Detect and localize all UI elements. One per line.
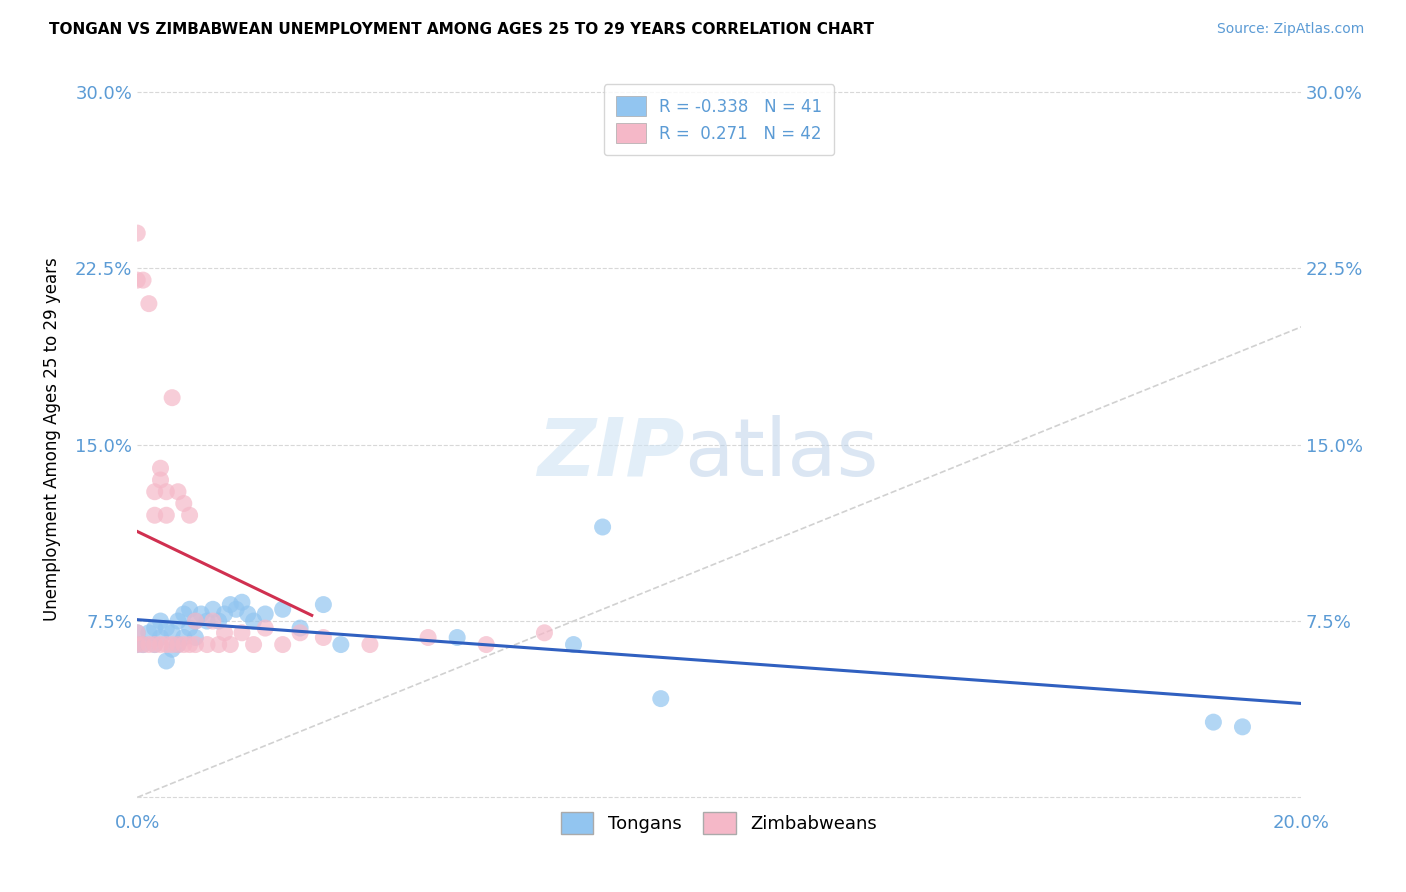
Point (214, 607, 236, 621)
Point (236, 607, 259, 621)
Point (225, 602, 247, 616)
Point (132, 273, 155, 287)
Point (143, 638, 166, 652)
Point (173, 496, 195, 510)
Point (155, 621, 177, 635)
Point (184, 631, 207, 645)
Point (160, 638, 183, 652)
Point (416, 631, 439, 645)
Point (231, 595, 253, 609)
Point (195, 638, 218, 652)
Point (149, 631, 172, 645)
Point (312, 598, 335, 612)
Point (219, 638, 242, 652)
Point (242, 614, 264, 628)
Point (359, 638, 381, 652)
Point (329, 638, 352, 652)
Point (155, 508, 177, 523)
Point (562, 638, 585, 652)
Point (127, 638, 149, 652)
Point (155, 484, 177, 499)
Point (533, 625, 555, 640)
Point (208, 638, 231, 652)
Point (179, 602, 201, 616)
Point (179, 508, 201, 523)
Point (149, 638, 172, 652)
Point (214, 625, 236, 640)
Point (184, 614, 207, 628)
Point (254, 621, 277, 635)
Y-axis label: Unemployment Among Ages 25 to 29 years: Unemployment Among Ages 25 to 29 years (44, 257, 60, 621)
Point (160, 642, 183, 657)
Point (271, 638, 294, 652)
Point (173, 638, 195, 652)
Point (127, 625, 149, 640)
Point (138, 296, 160, 310)
Point (179, 638, 201, 652)
Point (190, 607, 212, 621)
Point (143, 621, 166, 635)
Text: ZIP: ZIP (537, 415, 685, 492)
Point (208, 614, 231, 628)
Point (149, 473, 172, 487)
Point (127, 273, 149, 287)
Point (475, 638, 498, 652)
Point (201, 614, 224, 628)
Point (179, 621, 201, 635)
Point (184, 614, 207, 628)
Point (173, 631, 195, 645)
Point (195, 614, 218, 628)
Legend: Tongans, Zimbabweans: Tongans, Zimbabweans (550, 801, 887, 845)
Point (219, 598, 242, 612)
Point (231, 625, 253, 640)
Point (1202, 715, 1225, 730)
Point (288, 625, 311, 640)
Point (167, 614, 190, 628)
Text: Source: ZipAtlas.com: Source: ZipAtlas.com (1216, 22, 1364, 37)
Point (254, 607, 277, 621)
Point (167, 484, 190, 499)
Point (127, 625, 149, 640)
Point (143, 484, 166, 499)
Point (160, 625, 183, 640)
Point (160, 391, 183, 405)
Point (155, 638, 177, 652)
Text: TONGAN VS ZIMBABWEAN UNEMPLOYMENT AMONG AGES 25 TO 29 YEARS CORRELATION CHART: TONGAN VS ZIMBABWEAN UNEMPLOYMENT AMONG … (49, 22, 875, 37)
Point (173, 607, 195, 621)
Point (127, 638, 149, 652)
Point (155, 654, 177, 668)
Point (288, 621, 311, 635)
Point (149, 461, 172, 475)
Point (1232, 720, 1254, 734)
Point (143, 638, 166, 652)
Point (167, 638, 190, 652)
Point (650, 691, 672, 706)
Point (132, 638, 155, 652)
Point (143, 508, 166, 523)
Point (592, 520, 614, 534)
Point (149, 614, 172, 628)
Point (242, 638, 264, 652)
Point (138, 625, 160, 640)
Point (132, 638, 155, 652)
Point (127, 226, 149, 240)
Point (138, 638, 160, 652)
Point (446, 631, 468, 645)
Point (184, 638, 207, 652)
Point (271, 602, 294, 616)
Point (201, 602, 224, 616)
Point (312, 631, 335, 645)
Point (167, 638, 190, 652)
Text: atlas: atlas (685, 415, 879, 492)
